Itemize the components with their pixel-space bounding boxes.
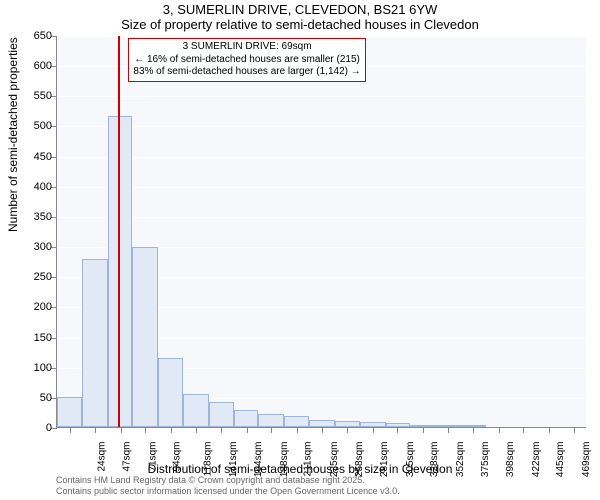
y-tick-label: 650 [12, 30, 52, 42]
y-tick-label: 350 [12, 211, 52, 223]
x-tick-label: 422sqm [531, 442, 542, 478]
x-tick-label: 164sqm [253, 442, 264, 478]
x-tick-label: 188sqm [279, 442, 290, 478]
x-tick [145, 427, 146, 433]
footer-attribution: Contains HM Land Registry data © Crown c… [56, 475, 400, 497]
x-tick [397, 427, 398, 433]
plot-area: 3 SUMERLIN DRIVE: 69sqm← 16% of semi-det… [56, 36, 586, 428]
x-tick-label: 445sqm [556, 442, 567, 478]
y-tick-label: 300 [12, 241, 52, 253]
gridline [57, 96, 586, 97]
gridline [57, 187, 586, 188]
x-tick [373, 427, 374, 433]
y-tick-label: 400 [12, 181, 52, 193]
y-tick-label: 500 [12, 120, 52, 132]
x-tick [423, 427, 424, 433]
chart-title-block: 3, SUMERLIN DRIVE, CLEVEDON, BS21 6YW Si… [0, 2, 600, 32]
histogram-bar [82, 259, 108, 427]
x-tick [247, 427, 248, 433]
y-tick-label: 150 [12, 332, 52, 344]
x-tick-label: 211sqm [303, 442, 314, 477]
x-tick [95, 427, 96, 433]
footer-line2: Contains public sector information licen… [56, 486, 400, 497]
x-tick [196, 427, 197, 433]
y-tick-label: 100 [12, 362, 52, 374]
x-tick [549, 427, 550, 433]
x-tick-label: 375sqm [480, 442, 491, 478]
x-tick [297, 427, 298, 433]
x-tick-label: 352sqm [455, 442, 466, 478]
x-tick [448, 427, 449, 433]
chart-title-main: 3, SUMERLIN DRIVE, CLEVEDON, BS21 6YW [0, 2, 600, 17]
x-tick [574, 427, 575, 433]
x-tick [171, 427, 172, 433]
x-tick-label: 258sqm [354, 442, 365, 478]
gridline [57, 157, 586, 158]
x-tick [221, 427, 222, 433]
property-marker-line [118, 36, 120, 427]
annotation-line: 83% of semi-detached houses are larger (… [133, 66, 360, 79]
x-tick-label: 141sqm [228, 442, 239, 478]
y-tick-label: 0 [12, 422, 52, 434]
x-tick [121, 427, 122, 433]
x-tick-label: 118sqm [203, 442, 214, 477]
x-tick-label: 328sqm [429, 442, 440, 478]
property-annotation: 3 SUMERLIN DRIVE: 69sqm← 16% of semi-det… [128, 38, 365, 82]
x-tick [347, 427, 348, 433]
annotation-line: 3 SUMERLIN DRIVE: 69sqm [133, 41, 360, 54]
y-tick-label: 600 [12, 60, 52, 72]
y-tick-label: 250 [12, 271, 52, 283]
chart-title-sub: Size of property relative to semi-detach… [0, 17, 600, 32]
y-tick-label: 450 [12, 151, 52, 163]
x-tick [70, 427, 71, 433]
annotation-line: ← 16% of semi-detached houses are smalle… [133, 54, 360, 67]
y-tick-label: 550 [12, 90, 52, 102]
histogram-bar [309, 420, 335, 427]
histogram-bar [158, 358, 183, 427]
x-tick-label: 24sqm [96, 442, 107, 472]
x-tick-label: 398sqm [505, 442, 516, 478]
histogram-bar [284, 416, 309, 427]
gridline [57, 36, 586, 37]
x-tick-label: 305sqm [405, 442, 416, 478]
histogram-bar [234, 410, 259, 427]
x-tick-label: 235sqm [329, 442, 340, 478]
x-tick [322, 427, 323, 433]
histogram-bar [132, 247, 158, 427]
x-tick-label: 47sqm [121, 442, 132, 472]
y-tick-label: 50 [12, 392, 52, 404]
x-tick [523, 427, 524, 433]
histogram-bar [258, 414, 284, 427]
y-tick-label: 200 [12, 301, 52, 313]
histogram-bar [183, 394, 209, 427]
histogram-bar [57, 397, 82, 427]
x-tick-label: 94sqm [172, 442, 183, 472]
x-tick [499, 427, 500, 433]
x-tick-label: 469sqm [581, 442, 592, 478]
gridline [57, 126, 586, 127]
histogram-bar [209, 402, 234, 427]
gridline [57, 217, 586, 218]
x-tick-label: 71sqm [147, 442, 158, 472]
x-tick [473, 427, 474, 433]
x-tick [271, 427, 272, 433]
x-tick-label: 281sqm [379, 442, 390, 478]
